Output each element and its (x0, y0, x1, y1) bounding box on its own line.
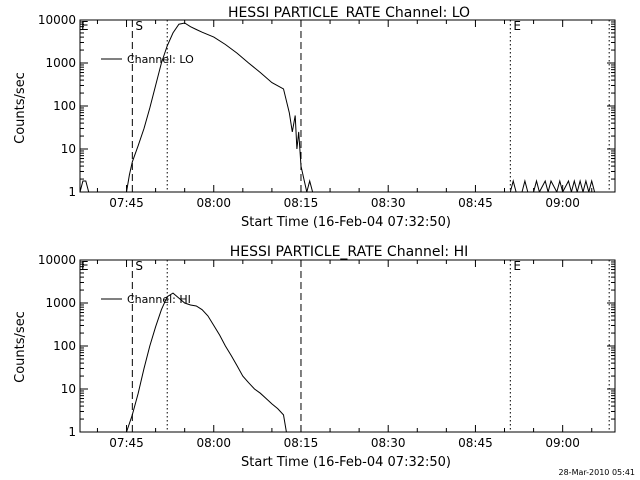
ylabel-lo: Counts/sec (13, 72, 28, 144)
chart-title-lo: HESSI PARTICLE_RATE Channel: LO (228, 5, 470, 21)
x-tick-label: 08:00 (196, 436, 231, 450)
chart-panel-hi: HESSI PARTICLE_RATE Channel: HI 07:45 08:… (13, 244, 616, 470)
chart-panel-lo: HESSI PARTICLE_RATE Channel: LO 07:45 08:… (13, 5, 616, 230)
xlabel-hi: Start Time (16-Feb-04 07:32:50) (241, 455, 451, 470)
y-tick-label: 10000 (38, 253, 76, 267)
series-line (80, 22, 598, 192)
x-tick-label: 07:45 (109, 196, 144, 210)
x-tick-label: 07:45 (109, 436, 144, 450)
plot-area-lo: 07:45 08:00 08:15 08:30 08:45 09:00 1 10 100 1000… (38, 13, 616, 210)
legend-label: Channel: LO (127, 53, 194, 66)
y-tick-label: 100 (53, 339, 76, 353)
y-tick-label: 10 (61, 382, 76, 396)
y-tick-label: 100 (53, 99, 76, 113)
corner-marker-label: E (81, 259, 89, 273)
plot-frame (79, 259, 616, 433)
y-tick-label: 1000 (45, 296, 76, 310)
x-tick-label: 08:45 (458, 436, 493, 450)
x-tick-label: 08:30 (371, 196, 406, 210)
corner-marker-label: E (81, 19, 89, 33)
x-tick-label: 09:00 (545, 196, 580, 210)
event-marker-label: E (513, 19, 521, 33)
x-tick-label: 08:45 (458, 196, 493, 210)
x-tick-label: 08:00 (196, 196, 231, 210)
timestamp: 28-Mar-2010 05:41 (559, 468, 636, 477)
chart-title-hi: HESSI PARTICLE_RATE Channel: HI (230, 244, 468, 260)
x-tick-label: 08:30 (371, 436, 406, 450)
legend-label: Channel: HI (127, 293, 191, 306)
event-marker-label: S (135, 259, 143, 273)
y-tick-label: 1 (68, 185, 76, 199)
x-tick-label: 09:00 (545, 436, 580, 450)
y-tick-label: 1 (68, 425, 76, 439)
xlabel-lo: Start Time (16-Feb-04 07:32:50) (241, 215, 451, 230)
series-line (126, 292, 287, 432)
ylabel-hi: Counts/sec (13, 311, 28, 383)
event-marker-label: E (513, 259, 521, 273)
x-tick-label: 08:15 (284, 436, 319, 450)
plot-frame (79, 19, 616, 193)
y-tick-label: 1000 (45, 56, 76, 70)
y-tick-label: 10000 (38, 13, 76, 27)
event-marker-label: S (135, 19, 143, 33)
x-tick-label: 08:15 (284, 196, 319, 210)
plot-area-hi: 07:45 08:00 08:15 08:30 08:45 09:00 1 10 100 1000… (38, 253, 616, 450)
y-tick-label: 10 (61, 142, 76, 156)
